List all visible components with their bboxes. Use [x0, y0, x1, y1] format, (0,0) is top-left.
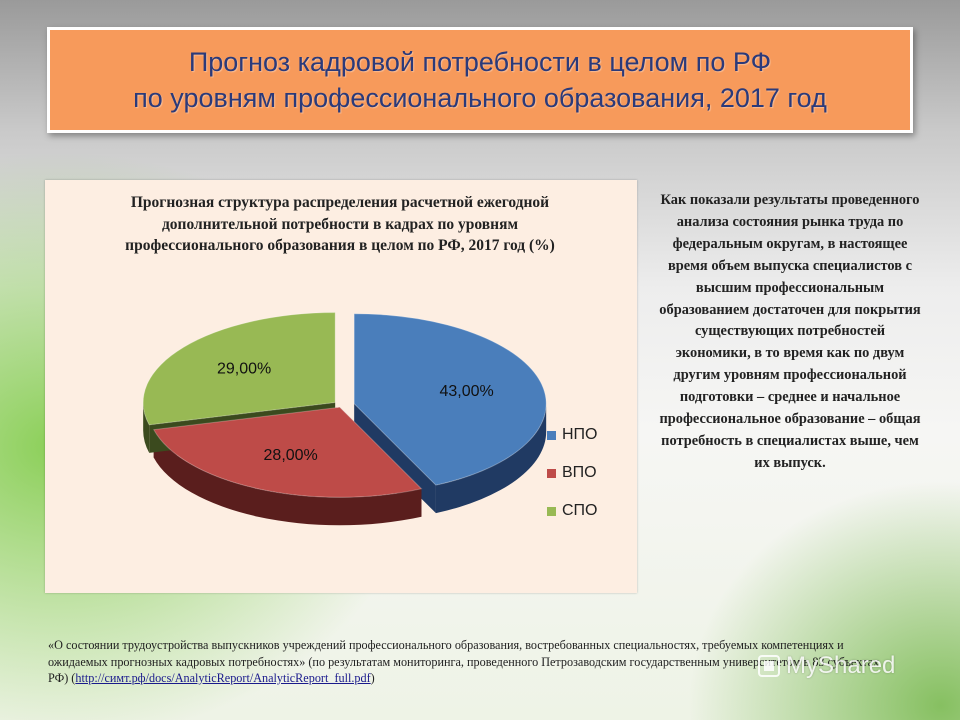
legend-item-npo: НПО [547, 416, 598, 454]
pie-side-spo [143, 402, 150, 453]
footnote-tail: ) [370, 671, 375, 686]
footnote-text: «О состоянии трудоустройства выпускников… [48, 638, 880, 686]
analysis-text: Как показали результаты проведенного ана… [659, 192, 921, 471]
pie-side-npo [435, 403, 547, 514]
watermark-text: MyShared [786, 652, 896, 679]
source-link[interactable]: http://симт.рф/docs/AnalyticReport/Analy… [75, 671, 371, 686]
data-label-spo: 29,00% [217, 360, 271, 377]
pie-side-vpo [153, 429, 422, 526]
legend-label-vpo: ВПО [562, 464, 597, 481]
slide-title-line-2: по уровням профессионального образования… [133, 83, 827, 113]
pie-slice-vpo [152, 406, 423, 498]
myshared-logo-icon [758, 655, 780, 677]
legend-swatch-npo [547, 430, 556, 440]
pie-wall-npo [354, 313, 436, 514]
legend-label-spo: СПО [562, 502, 598, 519]
source-footnote: «О состоянии трудоустройства выпускников… [48, 637, 898, 687]
legend-item-vpo: ВПО [547, 454, 598, 492]
legend-swatch-spo [547, 506, 556, 516]
watermark: MyShared [758, 652, 895, 680]
pie-slice-npo [353, 313, 547, 486]
legend-swatch-vpo [547, 468, 556, 478]
slide-title-line-1: Прогноз кадровой потребности в целом по … [188, 47, 772, 77]
data-label-vpo: 28,00% [264, 447, 318, 464]
pie-chart: 43,00% 28,00% 29,00% [142, 312, 547, 526]
legend-item-spo: СПО [547, 492, 598, 530]
pie-slice-spo [142, 312, 336, 426]
data-label-npo: 43,00% [439, 383, 493, 400]
chart-legend: НПО ВПО СПО [547, 416, 598, 530]
chart-panel: Прогнозная структура распределения расче… [45, 180, 637, 593]
legend-label-npo: НПО [562, 426, 598, 443]
slide-title-box: Прогноз кадровой потребности в целом по … [47, 27, 913, 133]
chart-title: Прогнозная структура распределения расче… [125, 194, 555, 254]
